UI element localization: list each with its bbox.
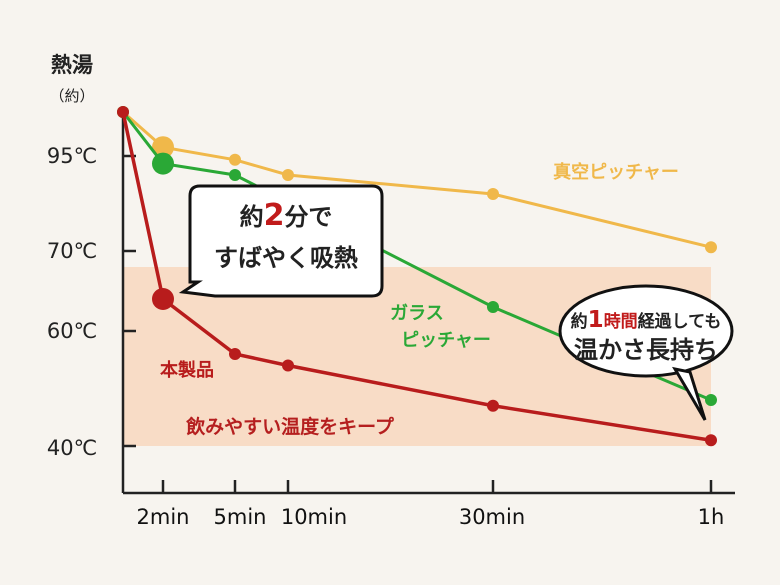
series-layer — [117, 106, 717, 447]
right-callout-line2: 温かさ長持ち — [574, 336, 718, 364]
x-tick-label: 5min — [214, 505, 267, 529]
x-tick-label: 1h — [698, 505, 725, 529]
data-point — [229, 153, 241, 166]
data-point — [229, 348, 241, 360]
right-callout: 約1時間経過しても 温かさ長持ち — [558, 284, 734, 421]
series-label-vacuum: 真空ピッチャー — [553, 161, 679, 183]
series-label-product: 本製品 — [160, 359, 214, 381]
x-tick-label: 2min — [137, 505, 190, 529]
y-tick-label: 40℃ — [47, 436, 97, 460]
data-point — [152, 288, 174, 310]
series-label-glass-line2: ピッチャー — [401, 330, 491, 351]
x-tick-label: 30min — [459, 505, 525, 529]
series-label-glass-line1: ガラス — [390, 303, 444, 324]
y-axis-subtitle: （約） — [49, 87, 94, 105]
right-callout-line1: 約1時間経過しても — [571, 307, 722, 333]
data-point — [152, 152, 174, 175]
data-point — [282, 169, 294, 181]
data-point — [705, 434, 717, 447]
data-point — [117, 106, 129, 118]
y-tick-label: 70℃ — [47, 239, 97, 263]
data-point — [487, 188, 499, 200]
data-point — [487, 301, 499, 313]
x-tick-label: 10min — [281, 505, 347, 529]
data-point — [487, 399, 499, 412]
y-axis-title: 熱湯 — [51, 53, 93, 77]
comfort-band-label: 飲みやすい温度をキープ — [185, 415, 395, 438]
left-callout-line2: すばやく吸熱 — [214, 244, 358, 272]
data-point — [229, 169, 241, 181]
y-tick-label: 95℃ — [47, 144, 97, 168]
data-point — [705, 394, 717, 406]
data-point — [152, 136, 174, 159]
y-tick-label: 60℃ — [47, 319, 97, 343]
data-point — [282, 359, 294, 372]
left-callout-line1: 約2分で — [240, 198, 333, 233]
series-line-2 — [121, 111, 712, 442]
data-point — [705, 241, 717, 254]
left-callout: 約2分で すばやく吸熱 — [178, 184, 384, 298]
